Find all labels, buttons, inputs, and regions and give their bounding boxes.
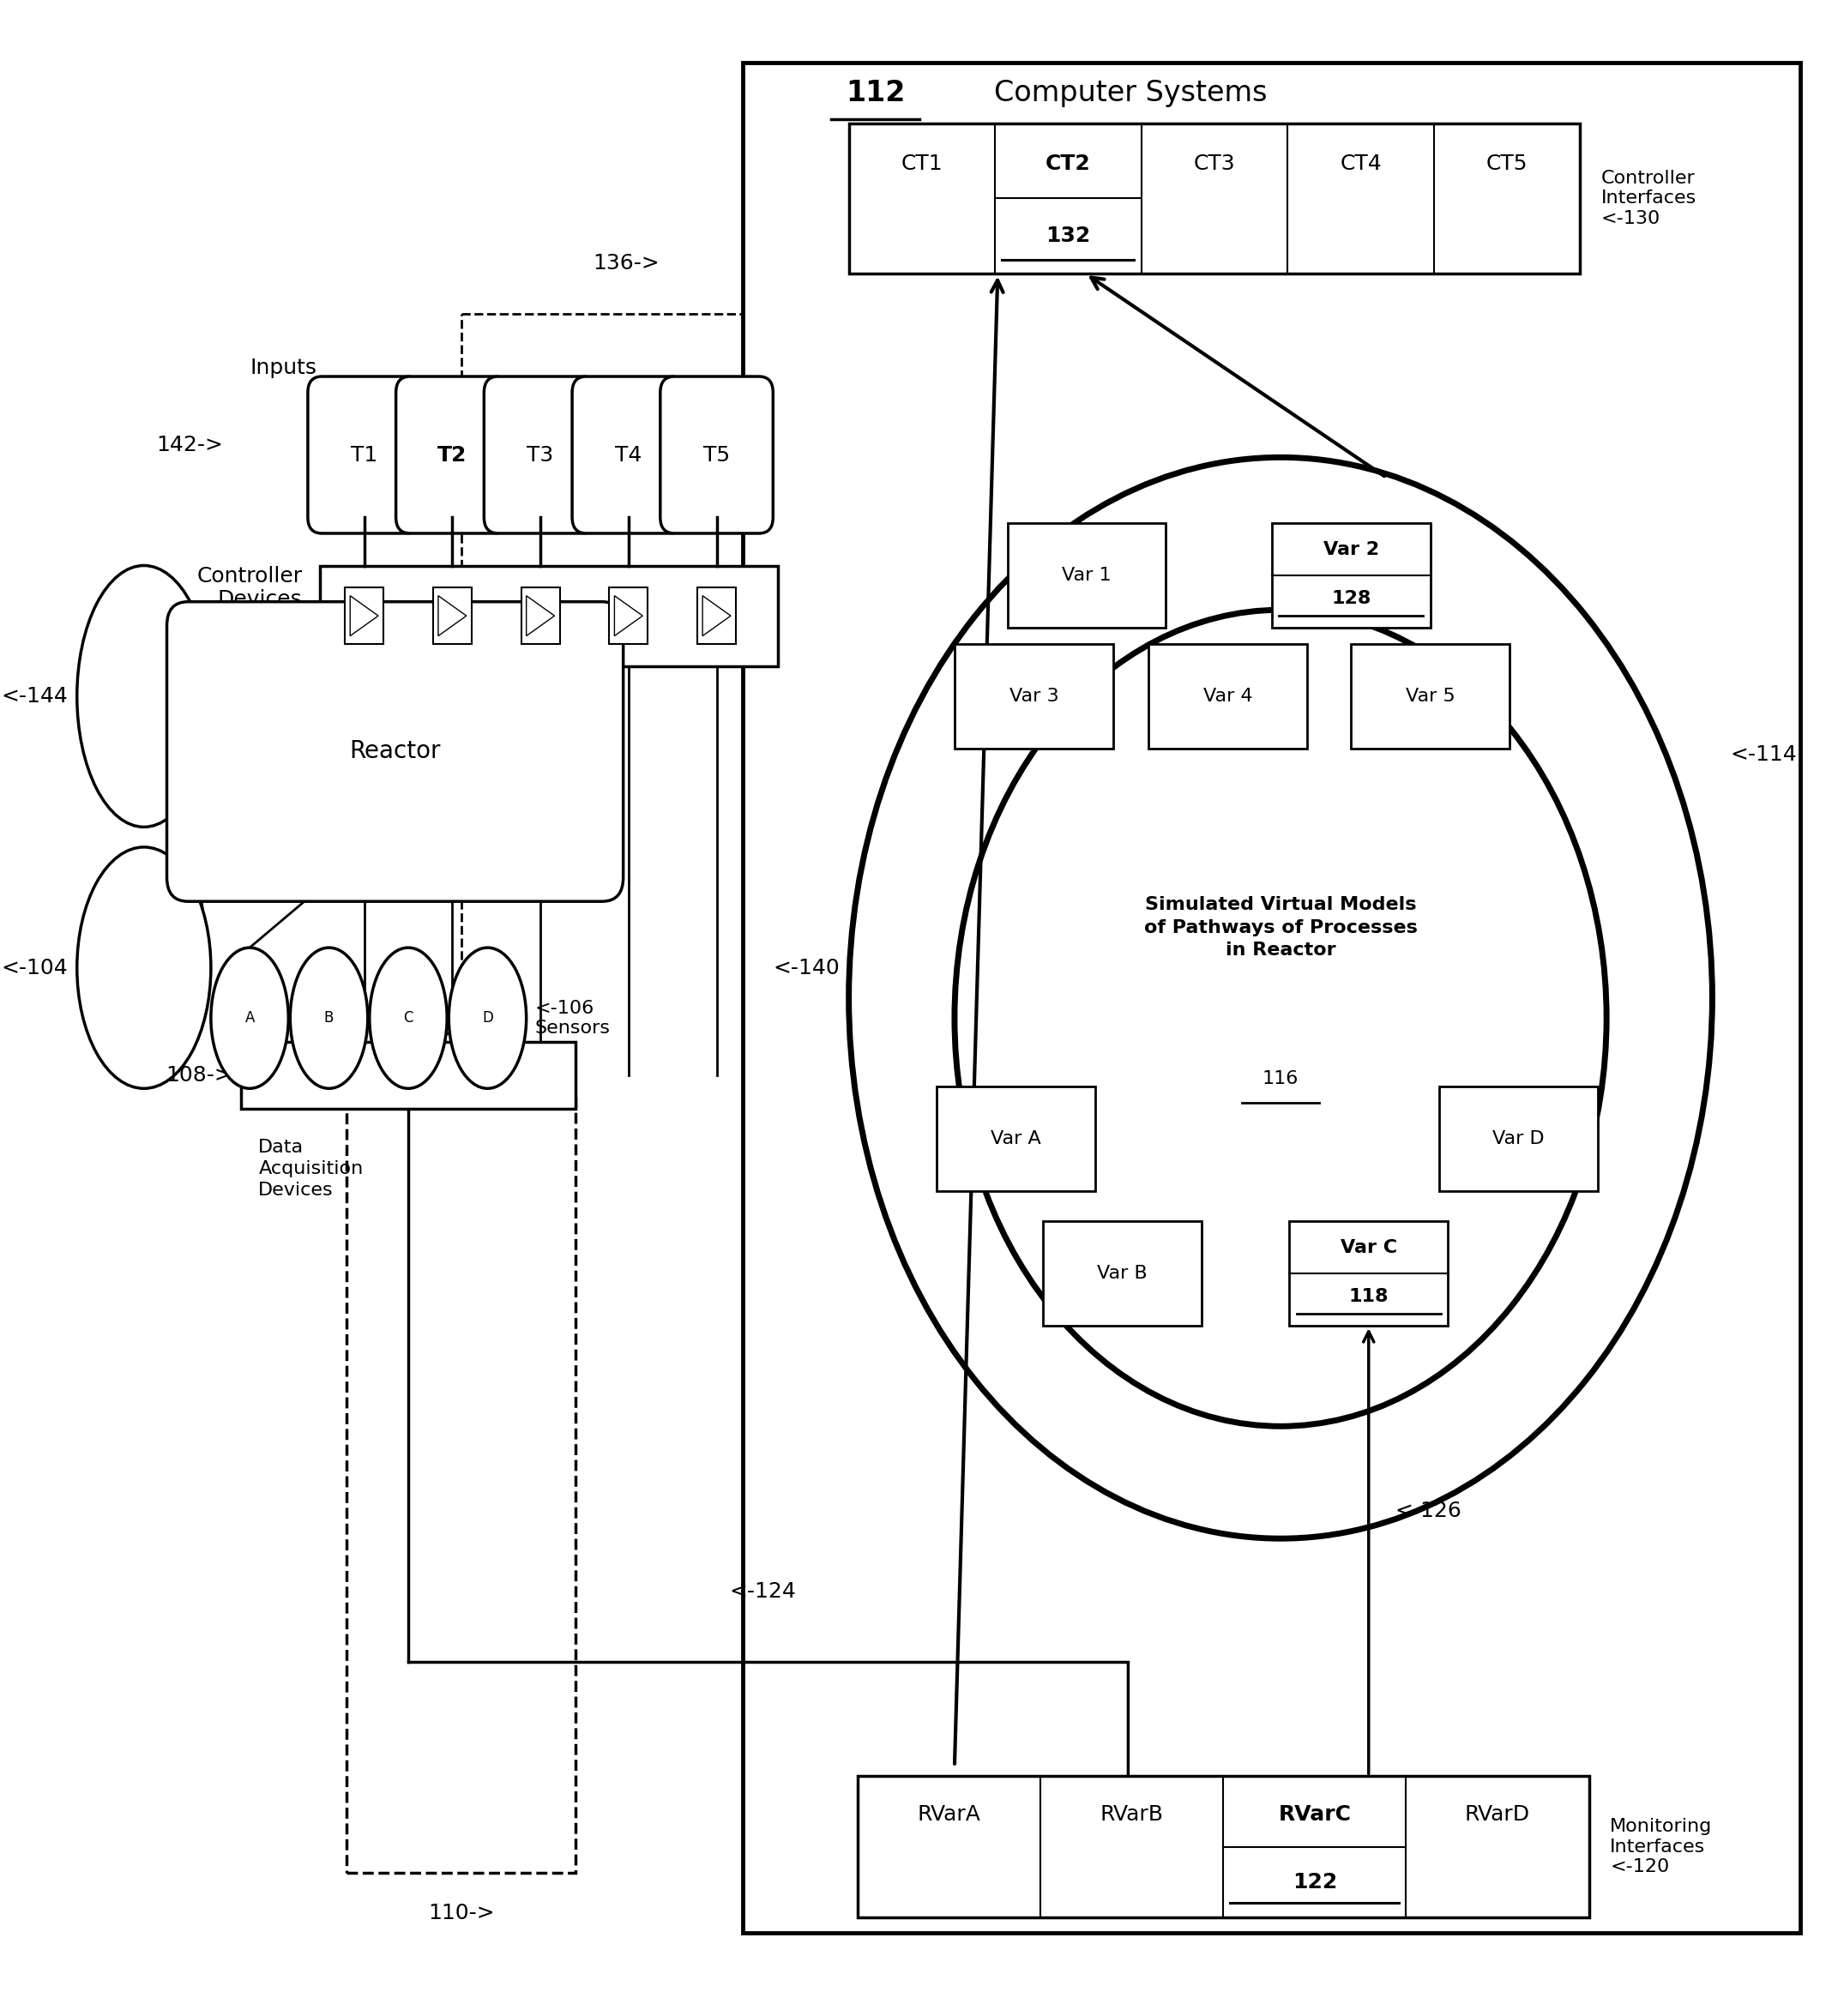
Text: <-126: <-126 [1395,1500,1461,1522]
Text: T5: T5 [704,446,730,466]
Ellipse shape [77,847,211,1089]
Text: <-104: <-104 [2,958,68,978]
Bar [434,587,472,643]
Bar [1149,643,1307,748]
Text: Var 4: Var 4 [1202,687,1252,706]
Text: 132: 132 [1046,226,1090,246]
Text: Var 3: Var 3 [1009,687,1059,706]
Text: 102->: 102-> [103,742,171,762]
Text: Var B: Var B [1097,1264,1147,1282]
Text: 118: 118 [1349,1288,1388,1304]
Text: Var 2: Var 2 [1323,540,1378,558]
Text: <-124: <-124 [730,1581,796,1601]
Text: CT1: CT1 [901,153,943,173]
Text: A: A [244,1010,254,1026]
Ellipse shape [849,458,1713,1538]
Text: RVarD: RVarD [1465,1804,1531,1824]
Bar [743,62,1801,1933]
FancyBboxPatch shape [167,601,623,901]
Text: CT5: CT5 [1487,153,1527,173]
Text: 136->: 136-> [594,254,660,274]
Ellipse shape [369,948,447,1089]
Bar [697,587,735,643]
Text: Var C: Var C [1340,1238,1397,1256]
Bar [849,123,1581,274]
Text: 128: 128 [1331,591,1371,607]
Text: T3: T3 [528,446,553,466]
FancyBboxPatch shape [307,377,421,534]
Ellipse shape [954,611,1606,1425]
Text: Monitoring
Interfaces
<-120: Monitoring Interfaces <-120 [1610,1818,1713,1875]
Text: Var 5: Var 5 [1406,687,1456,706]
Bar [954,643,1114,748]
Polygon shape [437,595,467,635]
Text: Inputs: Inputs [250,359,316,379]
Text: CT2: CT2 [1046,153,1090,173]
Text: 116: 116 [1263,1070,1299,1087]
Bar [241,1042,575,1109]
Text: CT4: CT4 [1340,153,1382,173]
Bar [1042,1222,1202,1327]
Text: CT3: CT3 [1193,153,1235,173]
Text: Reactor: Reactor [349,740,441,764]
Text: Var A: Var A [991,1131,1042,1147]
Text: <-144: <-144 [2,685,68,706]
Bar [346,587,384,643]
Bar [937,1087,1095,1191]
Polygon shape [526,595,555,635]
Ellipse shape [77,566,211,827]
Text: T1: T1 [351,446,377,466]
Text: <-114: <-114 [1730,744,1796,764]
FancyBboxPatch shape [483,377,597,534]
Ellipse shape [211,948,289,1089]
Text: 142->: 142-> [156,435,222,456]
Bar [320,566,777,665]
Bar [1439,1087,1597,1191]
Text: Computer Systems: Computer Systems [994,79,1268,107]
Bar [347,1099,575,1873]
Bar [858,1776,1588,1917]
Text: T2: T2 [437,446,467,466]
Text: RVarA: RVarA [917,1804,981,1824]
Text: <-134: <-134 [1360,696,1426,716]
Text: Var 1: Var 1 [1062,566,1112,585]
Bar [1351,643,1509,748]
Bar [1007,524,1165,627]
Text: C: C [403,1010,414,1026]
Text: RVarC: RVarC [1277,1804,1351,1824]
Text: Controller
Devices: Controller Devices [197,566,303,611]
Text: D: D [482,1010,493,1026]
Text: 110->: 110-> [428,1903,494,1923]
Polygon shape [614,595,643,635]
Text: 122: 122 [1292,1871,1336,1893]
Text: 112: 112 [845,79,904,107]
Text: B: B [323,1010,335,1026]
Text: RVarB: RVarB [1101,1804,1163,1824]
Text: Data
Acquisition
Devices: Data Acquisition Devices [259,1139,364,1198]
Ellipse shape [290,948,368,1089]
Bar [608,587,649,643]
Bar [520,587,561,643]
Text: T4: T4 [616,446,641,466]
Polygon shape [702,595,732,635]
Bar [1272,524,1430,627]
Text: Controller
Interfaces
<-130: Controller Interfaces <-130 [1601,169,1696,228]
Text: Simulated Virtual Models
of Pathways of Processes
in Reactor: Simulated Virtual Models of Pathways of … [1143,897,1417,960]
Text: <-140: <-140 [774,958,840,978]
Bar [1288,1222,1448,1327]
Text: 138->: 138-> [235,615,303,637]
FancyBboxPatch shape [395,377,509,534]
FancyBboxPatch shape [660,377,774,534]
Text: <-106
Sensors: <-106 Sensors [535,1000,610,1036]
Text: Var D: Var D [1492,1131,1544,1147]
Text: 108->: 108-> [165,1064,232,1087]
Ellipse shape [448,948,526,1089]
FancyBboxPatch shape [572,377,686,534]
Polygon shape [349,595,379,635]
